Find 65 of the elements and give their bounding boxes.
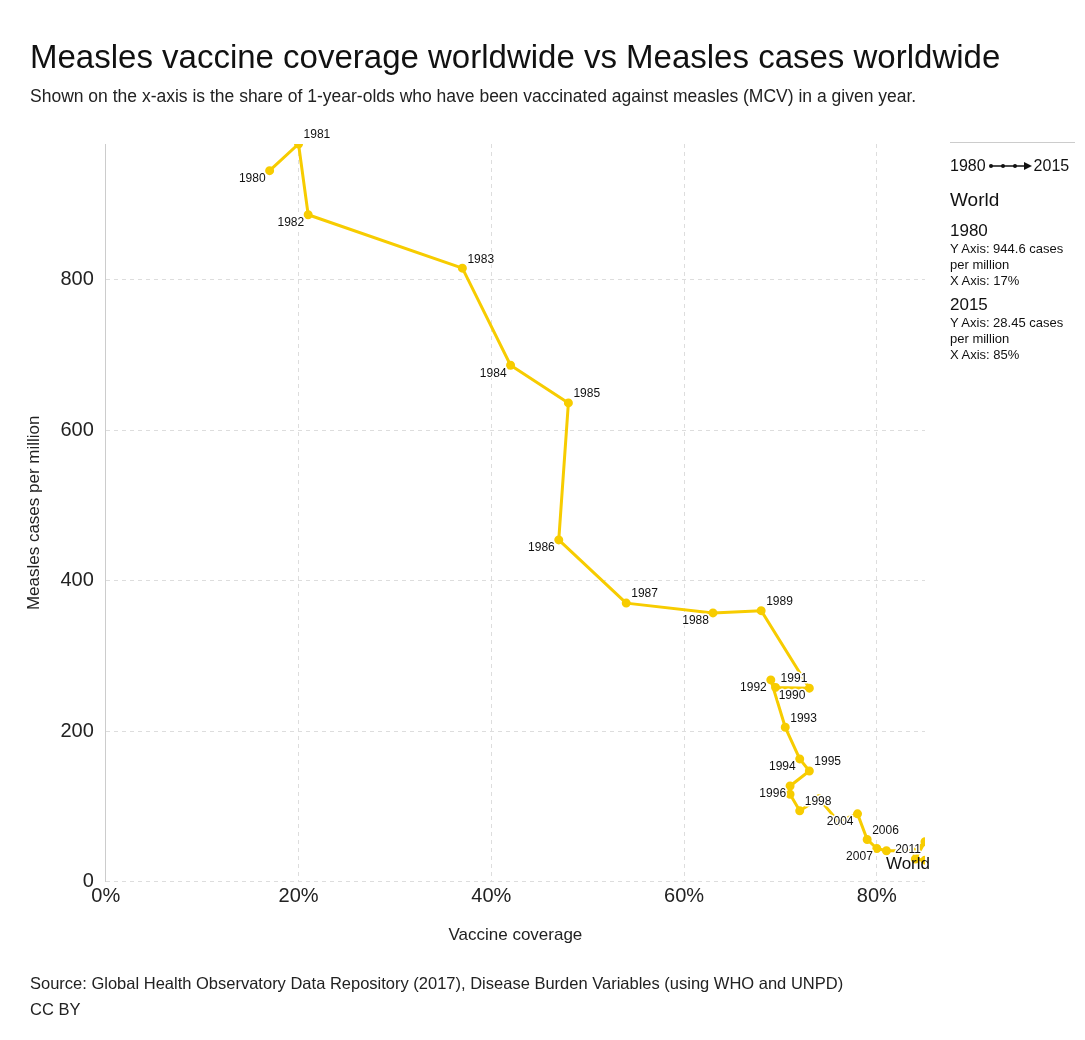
annotation: 1981 <box>303 127 331 142</box>
text: 2015 <box>950 295 989 315</box>
x-tick-label: 80% <box>856 884 898 907</box>
annotation: 1994 <box>769 759 797 774</box>
text: 1980 <box>950 157 986 175</box>
annotation: 1988 <box>682 613 710 628</box>
annotation: 1993 <box>790 710 818 725</box>
point <box>872 843 882 853</box>
annotation: 1984 <box>479 365 507 380</box>
point <box>563 398 573 408</box>
point <box>804 683 814 693</box>
annotation: 1992 <box>740 680 768 695</box>
point <box>766 675 776 685</box>
point <box>795 754 805 764</box>
point <box>853 809 863 819</box>
text: Y Axis: 28.45 cases per million <box>950 315 1065 347</box>
chart-subtitle: Shown on the x-axis is the share of 1-year-olds who have been vaccinated against measles (MCV) in a given year. <box>30 86 917 107</box>
point <box>862 834 872 844</box>
annotation: 1989 <box>766 593 794 608</box>
annotation: 2007 <box>846 848 874 863</box>
point <box>756 606 766 616</box>
y-tick-label: 200 <box>60 718 94 741</box>
point <box>457 263 467 273</box>
annotation: 1995 <box>814 754 842 769</box>
y-tick-label: 800 <box>60 266 94 289</box>
annotation: 2006 <box>872 822 900 837</box>
text: CC BY <box>30 1000 81 1018</box>
source-note: Source: Global Health Observatory Data Repository (2017), Disease Burden Variables (using WHO and UNPD) <box>30 974 844 992</box>
point <box>771 682 781 692</box>
text: X Axis: 85% <box>950 347 1021 363</box>
x-tick-label: 40% <box>471 884 512 907</box>
y-tick-label: 600 <box>60 417 94 440</box>
y-tick-label: 400 <box>60 568 94 591</box>
annotation: 1990 <box>778 688 806 703</box>
point <box>795 806 805 816</box>
point <box>804 766 814 776</box>
point <box>554 535 564 545</box>
point <box>621 598 631 608</box>
y-axis-title: Measles cases per million <box>23 415 43 611</box>
text: 2015 <box>1033 157 1070 175</box>
x-tick-label: 0% <box>91 884 121 907</box>
point <box>708 608 718 618</box>
annotation: 1985 <box>573 386 601 401</box>
annotation: 1986 <box>528 540 556 555</box>
point <box>780 722 790 732</box>
text: World <box>950 189 1000 210</box>
annotation: 1987 <box>631 586 659 601</box>
chart-title: Measles vaccine coverage worldwide vs Measles cases worldwide <box>30 38 1001 76</box>
text: Y Axis: 944.6 cases per million <box>950 241 1065 273</box>
x-axis-title: Vaccine coverage <box>448 925 583 945</box>
x-tick-label: 60% <box>664 884 705 907</box>
x-tick-label: 20% <box>278 884 319 907</box>
text: X Axis: 17% <box>950 273 1021 289</box>
point <box>881 846 891 856</box>
series-label: World <box>885 854 930 874</box>
annotation: 1996 <box>759 786 787 801</box>
point <box>303 210 313 220</box>
annotation: 1982 <box>277 215 305 230</box>
point <box>265 166 275 176</box>
annotation: 1983 <box>467 251 495 266</box>
point <box>506 360 516 370</box>
text: 1980 <box>950 221 989 241</box>
annotation: 1980 <box>238 170 266 185</box>
point <box>785 789 795 799</box>
point <box>785 781 795 791</box>
